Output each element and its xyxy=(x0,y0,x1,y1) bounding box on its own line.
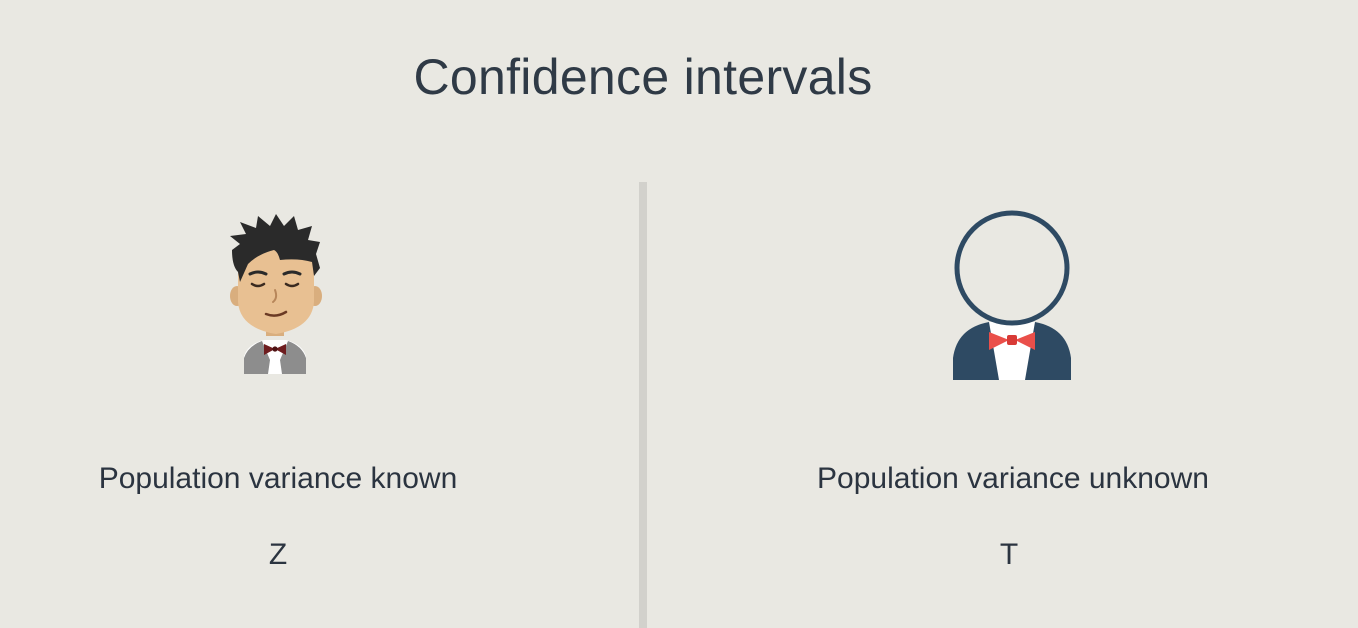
label-variance-known: Population variance known xyxy=(98,462,458,495)
stat-z: Z xyxy=(268,538,288,571)
person-known-icon xyxy=(218,210,330,380)
panel-variance-unknown: Population variance unknown T xyxy=(647,182,1358,628)
vertical-divider xyxy=(639,182,647,628)
label-variance-unknown: Population variance unknown xyxy=(817,462,1209,495)
stat-t: T xyxy=(999,538,1019,571)
person-unknown-icon xyxy=(947,208,1077,384)
panel-variance-known: Population variance known Z xyxy=(0,182,639,628)
slide-title: Confidence intervals xyxy=(413,49,873,105)
